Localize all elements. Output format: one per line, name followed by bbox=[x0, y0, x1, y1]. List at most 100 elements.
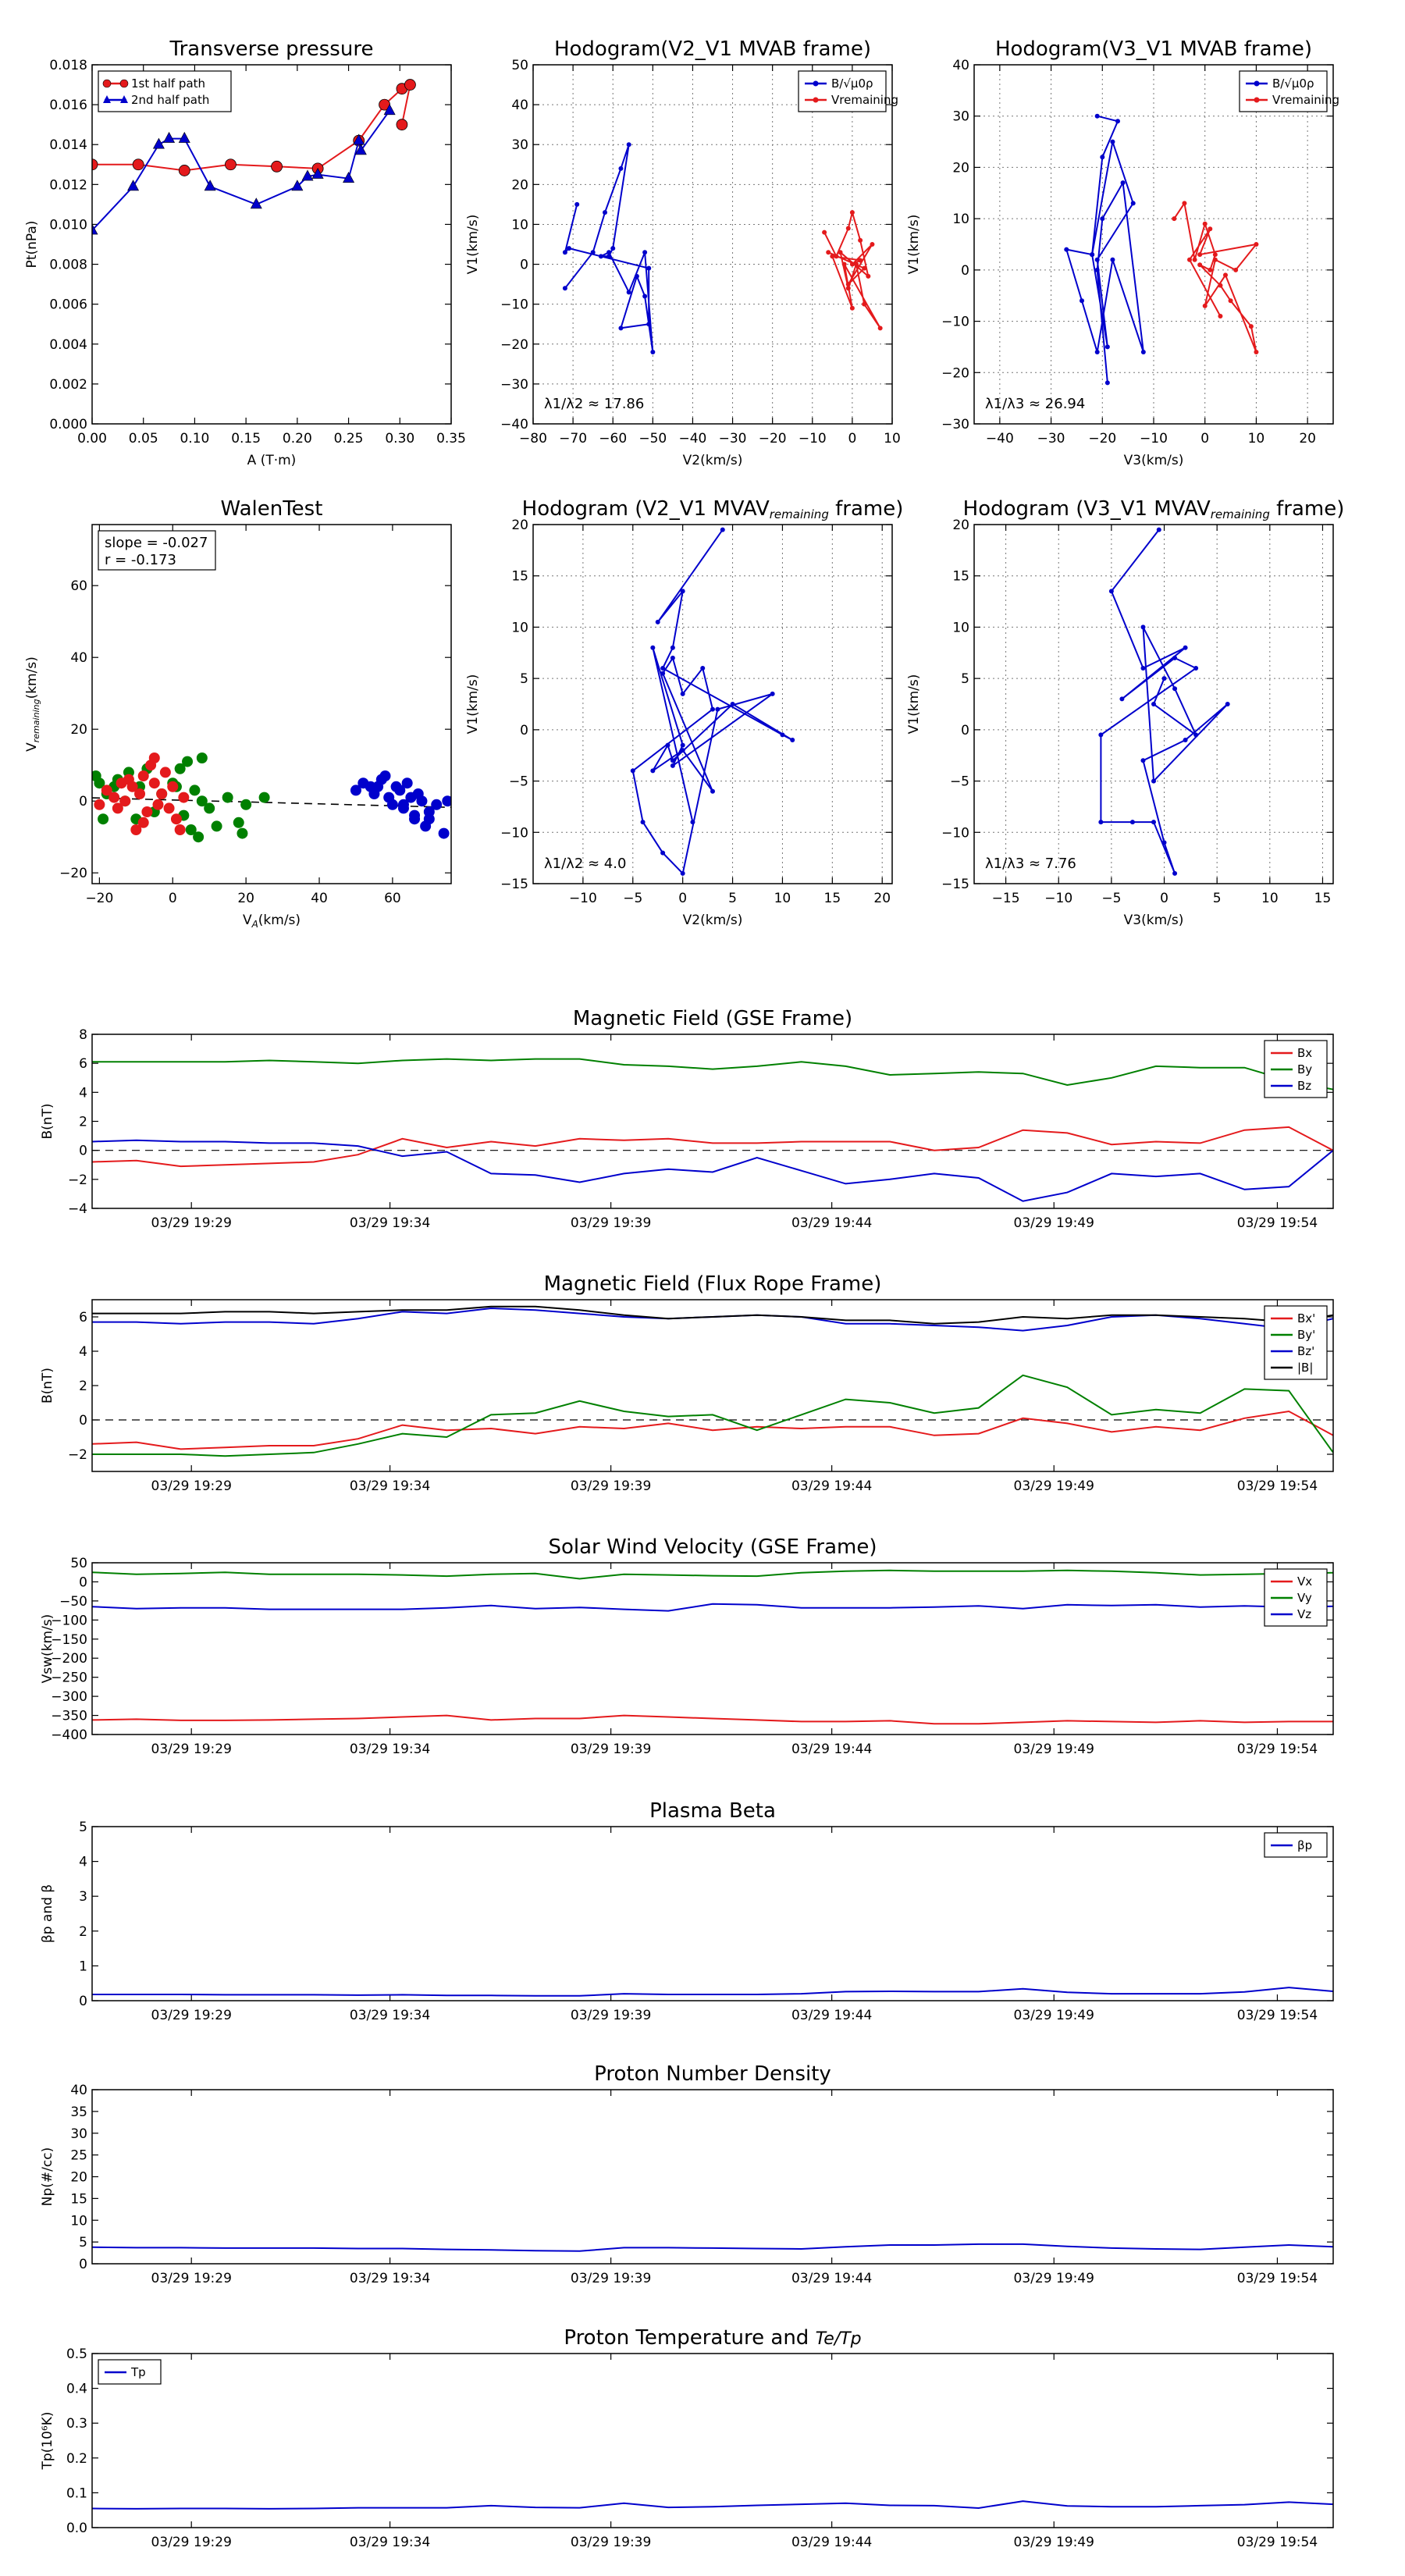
h21-ytick-label: 50 bbox=[511, 58, 528, 73]
h21-series-b-0--point bbox=[603, 210, 607, 215]
np-ytick-label: 15 bbox=[70, 2191, 87, 2207]
beta-panel: Plasma Beta 0 1 2 3 4 5 03/29 19:29 03/29 19:34 0… bbox=[40, 1799, 1334, 2023]
h31-ratio-annotation: λ1/λ3 ≈ 26.94 bbox=[985, 396, 1085, 412]
h31-ylabel: V1(km/s) bbox=[906, 215, 922, 275]
h21-series-b-0--point bbox=[626, 290, 631, 295]
walen-series-0-point bbox=[240, 799, 252, 810]
h21-series-b-0--point bbox=[650, 350, 656, 354]
h31r-xtick-label: 15 bbox=[1314, 891, 1332, 906]
h21r-series-0-point bbox=[770, 691, 775, 696]
tp-xtick-label: 0.25 bbox=[334, 431, 364, 447]
h31-xtick-label: −40 bbox=[986, 431, 1014, 447]
tp-legend-marker bbox=[103, 95, 111, 103]
h31r-ytick-label: 15 bbox=[952, 569, 969, 585]
walen-series-1-point bbox=[159, 767, 171, 778]
h31-ytick-label: 40 bbox=[952, 58, 969, 73]
h31-series-vremaining-point bbox=[1248, 324, 1254, 329]
walen-series-1-point bbox=[167, 781, 179, 792]
h21-series-vremaining-point bbox=[822, 229, 827, 235]
np-panel: Proton Number Density 0 5 10 15 20 25 30 35 40 03/… bbox=[40, 2062, 1334, 2286]
beta-xtick-label: 03/29 19:54 bbox=[1237, 2008, 1318, 2023]
h21-ytick-label: −40 bbox=[500, 417, 528, 432]
h31r-ytick-label: −10 bbox=[941, 825, 969, 841]
walen-series-0-point bbox=[204, 802, 215, 814]
walen-xlabel: VA(km/s) bbox=[243, 913, 301, 930]
bfr-ytick-label: 4 bbox=[79, 1344, 87, 1360]
tp-series-1st-half-path-point bbox=[396, 119, 408, 131]
h31r-title: Hodogram (V3_V1 MVAVremaining frame) bbox=[963, 497, 1345, 521]
h31-ytick-label: −10 bbox=[941, 315, 969, 330]
h21r-series-0-point bbox=[640, 820, 646, 825]
h31-series-b-0--line bbox=[1065, 115, 1144, 383]
walen-series-1-point bbox=[94, 799, 105, 810]
h31r-xtick-label: 10 bbox=[1261, 891, 1279, 906]
h31-series-b-0--point bbox=[1110, 257, 1115, 262]
h21r-plot-area bbox=[630, 527, 795, 876]
np-xtick-label: 03/29 19:39 bbox=[571, 2271, 651, 2286]
h21r-ytick-label: 20 bbox=[511, 518, 528, 533]
h21r-panel: Hodogram (V2_V1 MVAVremaining frame) −15 −… bbox=[465, 497, 903, 928]
bfr-ytick-label: −2 bbox=[68, 1447, 87, 1463]
h31r-ylabel: V1(km/s) bbox=[906, 674, 922, 735]
h31-series-vremaining-point bbox=[1202, 303, 1208, 308]
bfr-ytick-label: 0 bbox=[79, 1413, 87, 1429]
bfr-title: Magnetic Field (Flux Rope Frame) bbox=[544, 1272, 882, 1296]
h21-series-b-0--point bbox=[567, 246, 571, 251]
h31r-series-0-point bbox=[1183, 645, 1188, 650]
walen-ytick-label: 20 bbox=[70, 722, 87, 738]
h21-title: Hodogram(V2_V1 MVAB frame) bbox=[554, 37, 871, 61]
tp2-plot-area bbox=[92, 2500, 1333, 2510]
vgse-ytick-label: −400 bbox=[51, 1727, 87, 1743]
h21r-series-0-point bbox=[670, 758, 675, 763]
h21r-ytick-label: 0 bbox=[520, 723, 528, 738]
h31-xtick-label: 20 bbox=[1299, 431, 1316, 447]
tp-legend-marker bbox=[120, 95, 128, 103]
h31r-series-0-point bbox=[1156, 527, 1161, 532]
tp-series-2nd-half-path-point bbox=[353, 133, 365, 145]
h21r-series-0-point bbox=[680, 870, 685, 876]
walen-series-2-point bbox=[409, 813, 421, 825]
bgse-ylabel: B(nT) bbox=[40, 1103, 55, 1139]
np-ytick-label: 10 bbox=[70, 2213, 87, 2229]
h31r-ytick-label: 10 bbox=[952, 620, 969, 635]
h21r-xtick-label: 15 bbox=[824, 891, 841, 906]
walen-series-0-point bbox=[237, 827, 248, 839]
bfr-series--b--line bbox=[92, 1305, 1333, 1325]
tp-series-1st-half-path-point bbox=[92, 158, 98, 171]
tp-title: Transverse pressure bbox=[169, 37, 374, 61]
bgse-series-bz-line bbox=[92, 1139, 1333, 1202]
walen-series-1-point bbox=[137, 817, 149, 828]
bgse-xtick-label: 03/29 19:44 bbox=[791, 1215, 872, 1231]
h31r-series-0-point bbox=[1183, 738, 1188, 742]
h31-series-vremaining-point bbox=[1212, 252, 1218, 258]
h31-series-vremaining-point bbox=[1223, 272, 1228, 278]
tp-series-2nd-half-path-point bbox=[343, 172, 355, 183]
walen-series-1-point bbox=[119, 795, 131, 807]
h31-ytick-label: 20 bbox=[952, 160, 969, 176]
np-ylabel: Np(#/cc) bbox=[40, 2147, 55, 2206]
h31r-xtick-label: −10 bbox=[1044, 891, 1072, 906]
tp2-xtick-label: 03/29 19:34 bbox=[350, 2535, 430, 2550]
h21-ytick-label: 10 bbox=[511, 217, 528, 233]
beta-xtick-label: 03/29 19:39 bbox=[571, 2008, 651, 2023]
tp2-title: Proton Temperature and Te/Tp bbox=[564, 2326, 861, 2350]
h31r-xlabel: V3(km/s) bbox=[1124, 913, 1184, 928]
h31r-series-0-point bbox=[1098, 820, 1104, 825]
h31-xtick-label: −10 bbox=[1140, 431, 1168, 447]
walen-series-0-point bbox=[196, 753, 208, 763]
tp-panel: Transverse pressure 0.000 0.002 0.004 0.006 0… bbox=[24, 37, 466, 468]
tp-xtick-label: 0.20 bbox=[283, 431, 312, 447]
h21r-series-0-point bbox=[660, 850, 666, 856]
bfr-xtick-label: 03/29 19:49 bbox=[1014, 1478, 1094, 1494]
np-ytick-label: 20 bbox=[70, 2170, 87, 2186]
h31r-series-0-point bbox=[1129, 820, 1135, 825]
tp-series-2nd-half-path-point bbox=[291, 180, 304, 191]
bfr-legend-label: |B| bbox=[1297, 1361, 1313, 1375]
bfr-series-bx--line bbox=[92, 1410, 1333, 1450]
h21-series-vremaining-point bbox=[830, 254, 835, 259]
beta-series--p-line bbox=[92, 1987, 1333, 1997]
bgse-xtick-label: 03/29 19:39 bbox=[571, 1215, 651, 1231]
walen-series-0-point bbox=[233, 817, 244, 828]
walen-xtick-label: 60 bbox=[384, 891, 401, 906]
h21-series-vremaining-point bbox=[845, 286, 851, 291]
